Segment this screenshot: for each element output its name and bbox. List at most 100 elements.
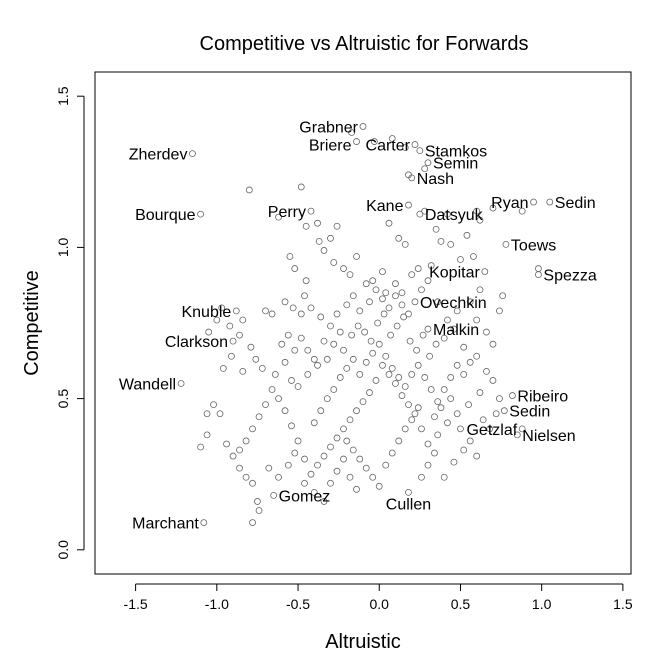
- data-point: [340, 346, 347, 354]
- data-point: [317, 313, 325, 321]
- x-tick-label: 1.0: [532, 596, 552, 612]
- data-point: [327, 443, 334, 451]
- data-point: [286, 253, 294, 260]
- data-point: [489, 377, 497, 384]
- data-point: [249, 425, 256, 433]
- data-point: [393, 322, 401, 330]
- data-point: [385, 371, 393, 378]
- point-label: Bourque: [135, 207, 196, 224]
- data-point: [500, 407, 508, 415]
- x-tick-label: 1.5: [613, 596, 633, 612]
- data-point: [291, 449, 299, 457]
- data-point: [353, 138, 360, 145]
- data-point: [492, 410, 500, 418]
- data-point: [314, 361, 321, 369]
- data-point: [301, 292, 308, 300]
- data-point: [315, 237, 323, 245]
- data-point: [453, 410, 461, 418]
- data-point: [388, 364, 396, 372]
- data-point: [375, 482, 383, 490]
- data-point: [496, 307, 503, 315]
- data-point: [486, 425, 494, 433]
- data-point: [343, 364, 351, 372]
- data-point: [323, 395, 331, 403]
- data-point: [453, 361, 461, 369]
- data-point: [450, 325, 458, 333]
- data-point: [476, 216, 484, 224]
- data-point: [343, 437, 351, 445]
- data-point: [411, 298, 419, 306]
- data-point: [249, 479, 256, 487]
- data-point: [245, 186, 253, 194]
- data-point: [509, 392, 516, 399]
- data-point: [219, 364, 227, 372]
- data-point: [432, 340, 440, 348]
- data-point: [255, 413, 263, 421]
- data-point: [346, 416, 354, 424]
- data-point: [518, 207, 526, 215]
- point-label: Wandell: [119, 376, 176, 393]
- data-point: [453, 307, 461, 315]
- point-label: Grabner: [299, 119, 358, 136]
- data-point: [408, 416, 416, 424]
- data-point: [302, 222, 310, 230]
- data-point: [424, 440, 432, 448]
- data-point: [401, 383, 409, 390]
- data-point: [466, 358, 474, 366]
- data-point: [205, 328, 213, 336]
- data-point: [353, 253, 360, 260]
- data-point: [432, 225, 440, 233]
- data-point: [405, 171, 412, 179]
- data-point: [353, 485, 360, 493]
- data-point: [388, 135, 396, 142]
- data-point: [307, 207, 315, 215]
- y-tick-label: 1.0: [55, 237, 71, 257]
- data-point: [414, 361, 422, 369]
- data-point: [421, 374, 429, 381]
- data-point: [302, 277, 310, 285]
- data-point: [447, 240, 455, 248]
- point-label: Ribeiro: [517, 389, 568, 406]
- data-point: [405, 488, 412, 496]
- data-point: [405, 401, 412, 409]
- data-point: [479, 416, 487, 424]
- point-label: Toews: [511, 237, 556, 254]
- data-point: [284, 461, 292, 469]
- data-point: [414, 404, 422, 412]
- data-point: [395, 437, 403, 445]
- data-point: [297, 334, 305, 342]
- data-point: [236, 464, 243, 472]
- data-point: [249, 519, 256, 526]
- data-point: [444, 210, 451, 218]
- data-point: [375, 340, 383, 348]
- data-point: [379, 268, 386, 275]
- x-axis: -1.5 -1.0 -0.5 0.0 0.5 1.0 1.5: [124, 583, 633, 612]
- data-point: [203, 410, 211, 418]
- data-point: [434, 431, 442, 439]
- data-point: [213, 316, 221, 324]
- data-point: [370, 138, 378, 145]
- point-label: Semin: [433, 156, 478, 173]
- data-point: [489, 340, 497, 348]
- data-point: [424, 461, 432, 469]
- data-point: [366, 298, 373, 306]
- point-label: Sedin: [555, 195, 596, 212]
- data-point: [281, 298, 289, 306]
- data-point: [440, 334, 448, 342]
- data-point: [466, 437, 474, 445]
- data-point: [489, 204, 497, 212]
- data-point: [275, 213, 282, 221]
- data-point: [460, 343, 468, 351]
- data-point: [535, 265, 542, 272]
- data-point: [247, 343, 255, 351]
- data-point: [465, 401, 472, 409]
- data-point: [424, 159, 432, 167]
- point-label: Zherdev: [129, 147, 188, 164]
- data-point: [427, 386, 435, 393]
- data-point: [314, 461, 321, 469]
- data-point: [239, 316, 247, 324]
- data-point: [304, 346, 312, 354]
- data-point: [460, 446, 468, 454]
